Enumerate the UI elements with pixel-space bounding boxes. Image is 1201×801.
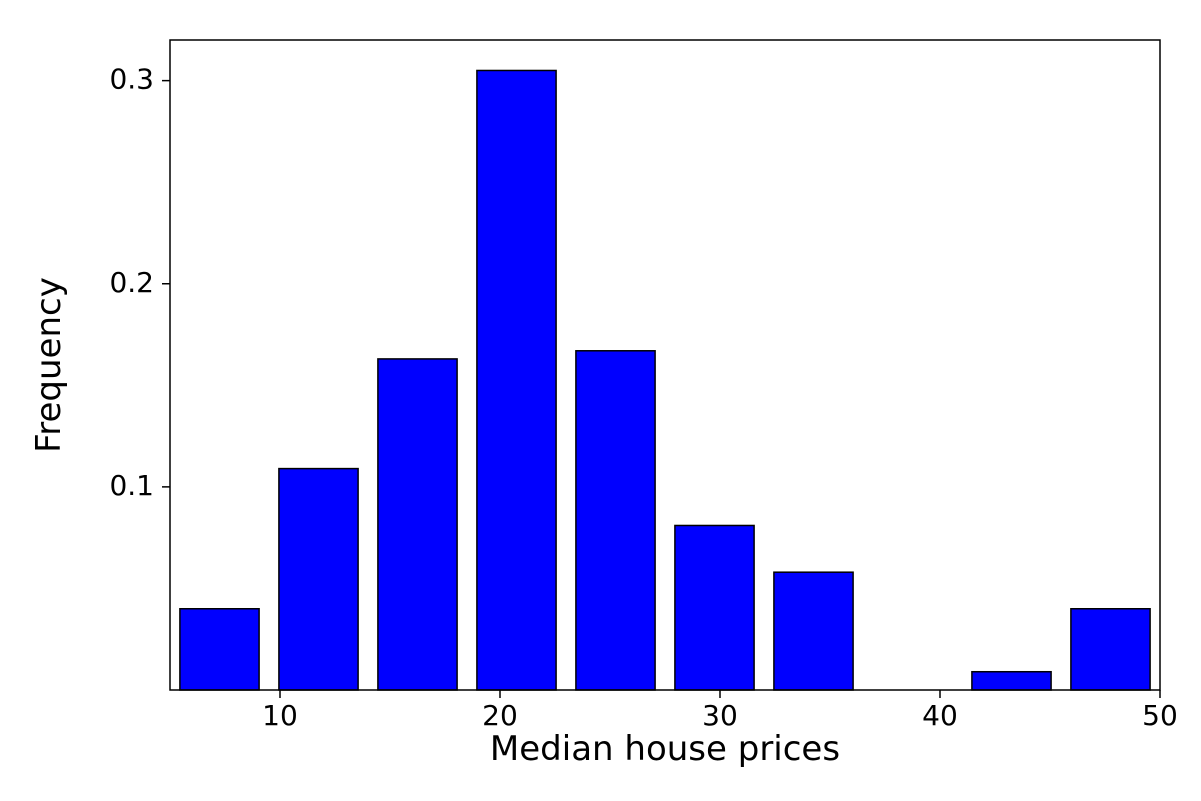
- chart-svg: 10 20 30 40 50 0.1 0.2 0.3 Median house prices Fr…: [0, 0, 1201, 801]
- x-tick-label: 20: [482, 699, 518, 732]
- histogram-bar: [972, 672, 1051, 690]
- x-tick-label: 50: [1142, 699, 1178, 732]
- histogram-bar: [576, 351, 655, 690]
- y-axis-label: Frequency: [29, 277, 69, 453]
- x-axis-label: Median house prices: [490, 729, 840, 769]
- histogram-bar: [675, 525, 754, 690]
- histogram-bar: [477, 70, 556, 690]
- histogram-bar: [279, 469, 358, 690]
- x-tick-label: 40: [922, 699, 958, 732]
- x-tick-label: 30: [702, 699, 738, 732]
- histogram-bar: [774, 572, 853, 690]
- bars-group: [180, 70, 1150, 690]
- histogram-bar: [1071, 609, 1150, 690]
- y-tick-label: 0.3: [109, 63, 154, 96]
- y-tick-label: 0.2: [109, 266, 154, 299]
- histogram-chart: 10 20 30 40 50 0.1 0.2 0.3 Median house prices Fr…: [0, 0, 1201, 801]
- histogram-bar: [378, 359, 457, 690]
- histogram-bar: [180, 609, 259, 690]
- x-tick-label: 10: [262, 699, 298, 732]
- y-tick-label: 0.1: [109, 469, 154, 502]
